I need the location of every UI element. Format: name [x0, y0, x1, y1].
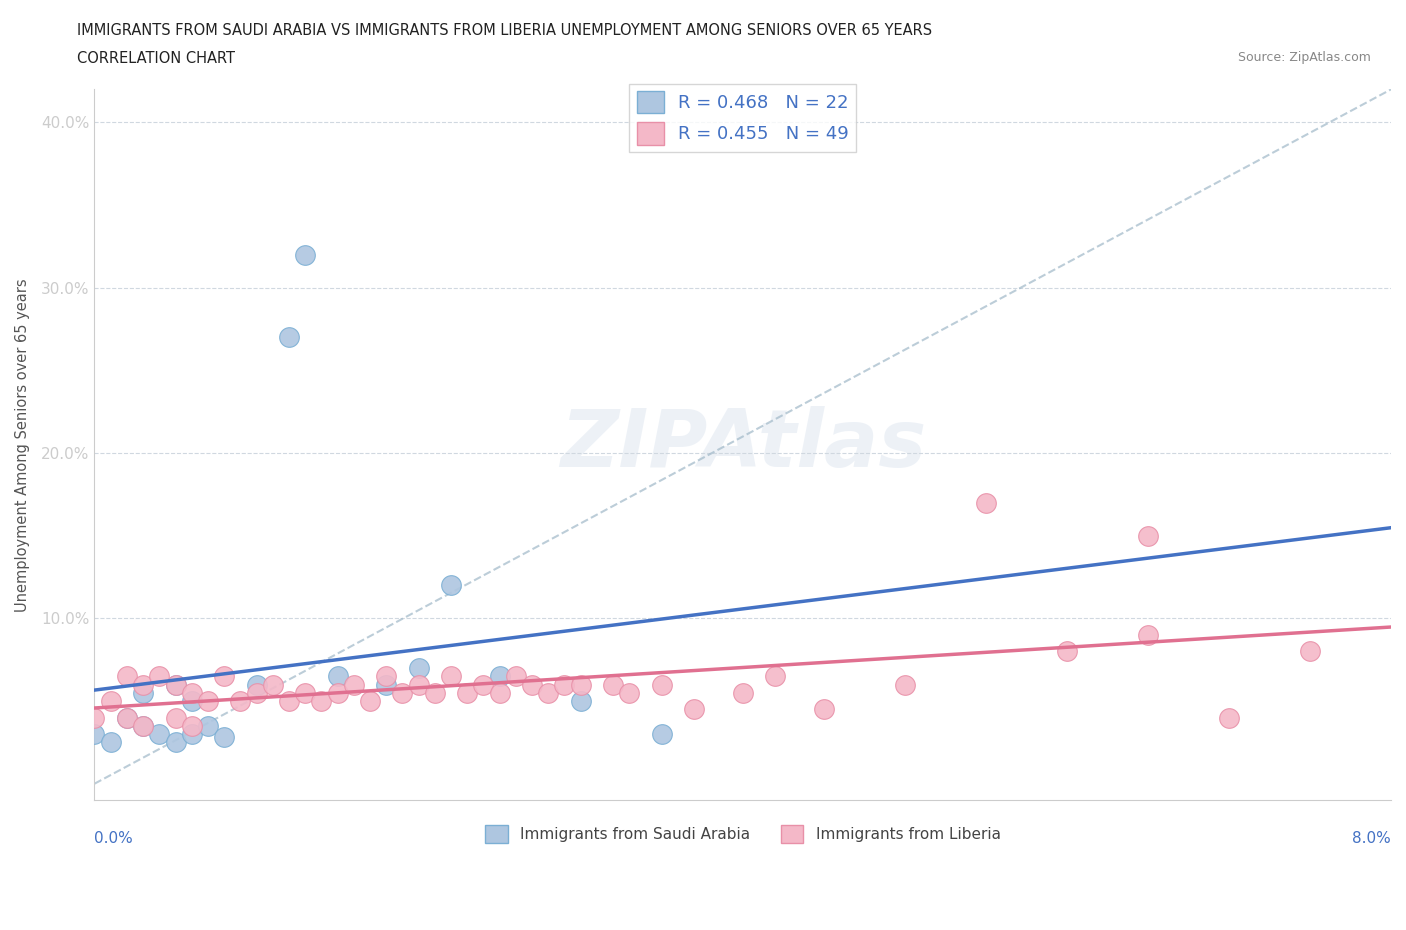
Point: [375, 669, 398, 684]
Point: [115, 669, 138, 684]
Point: [553, 677, 575, 692]
Legend: Immigrants from Saudi Arabia, Immigrants from Liberia: Immigrants from Saudi Arabia, Immigrants…: [478, 818, 1007, 849]
Point: [180, 718, 202, 733]
Point: [132, 685, 155, 700]
Point: [488, 669, 510, 684]
Point: [197, 718, 219, 733]
Y-axis label: Unemployment Among Seniors over 65 years: Unemployment Among Seniors over 65 years: [15, 278, 30, 612]
Text: ZIPAtlas: ZIPAtlas: [560, 405, 927, 484]
Point: [343, 677, 366, 692]
Point: [488, 685, 510, 700]
Point: [326, 685, 349, 700]
Point: [148, 669, 170, 684]
Point: [148, 726, 170, 741]
Point: [132, 677, 155, 692]
Point: [520, 677, 543, 692]
Point: [1056, 644, 1078, 659]
Point: [278, 330, 301, 345]
Point: [456, 685, 478, 700]
Point: [408, 660, 430, 675]
Text: CORRELATION CHART: CORRELATION CHART: [77, 51, 235, 66]
Point: [763, 669, 786, 684]
Point: [294, 685, 316, 700]
Point: [569, 694, 592, 709]
Point: [326, 669, 349, 684]
Point: [165, 677, 187, 692]
Point: [245, 685, 267, 700]
Point: [115, 711, 138, 725]
Point: [651, 726, 673, 741]
Point: [180, 685, 202, 700]
Point: [894, 677, 917, 692]
Point: [569, 677, 592, 692]
Point: [212, 669, 235, 684]
Point: [311, 694, 333, 709]
Point: [619, 685, 641, 700]
Point: [132, 718, 155, 733]
Point: [974, 496, 997, 511]
Point: [115, 711, 138, 725]
Point: [651, 677, 673, 692]
Text: IMMIGRANTS FROM SAUDI ARABIA VS IMMIGRANTS FROM LIBERIA UNEMPLOYMENT AMONG SENIO: IMMIGRANTS FROM SAUDI ARABIA VS IMMIGRAN…: [77, 23, 932, 38]
Point: [294, 247, 316, 262]
Point: [683, 702, 706, 717]
Point: [1218, 711, 1240, 725]
Point: [423, 685, 446, 700]
Point: [132, 718, 155, 733]
Point: [165, 735, 187, 750]
Point: [731, 685, 754, 700]
Point: [212, 730, 235, 745]
Point: [602, 677, 624, 692]
Point: [180, 726, 202, 741]
Text: Source: ZipAtlas.com: Source: ZipAtlas.com: [1237, 51, 1371, 64]
Point: [100, 735, 122, 750]
Point: [537, 685, 560, 700]
Point: [440, 669, 463, 684]
Point: [180, 694, 202, 709]
Point: [278, 694, 301, 709]
Point: [1136, 628, 1159, 643]
Point: [262, 677, 284, 692]
Point: [375, 677, 398, 692]
Point: [100, 694, 122, 709]
Point: [229, 694, 252, 709]
Text: 0.0%: 0.0%: [94, 830, 134, 845]
Point: [83, 711, 105, 725]
Point: [197, 694, 219, 709]
Point: [440, 578, 463, 592]
Point: [391, 685, 413, 700]
Point: [165, 677, 187, 692]
Point: [359, 694, 381, 709]
Point: [83, 726, 105, 741]
Point: [505, 669, 527, 684]
Point: [1299, 644, 1322, 659]
Point: [1136, 528, 1159, 543]
Point: [813, 702, 835, 717]
Text: 8.0%: 8.0%: [1353, 830, 1391, 845]
Point: [245, 677, 267, 692]
Point: [408, 677, 430, 692]
Point: [472, 677, 495, 692]
Point: [165, 711, 187, 725]
